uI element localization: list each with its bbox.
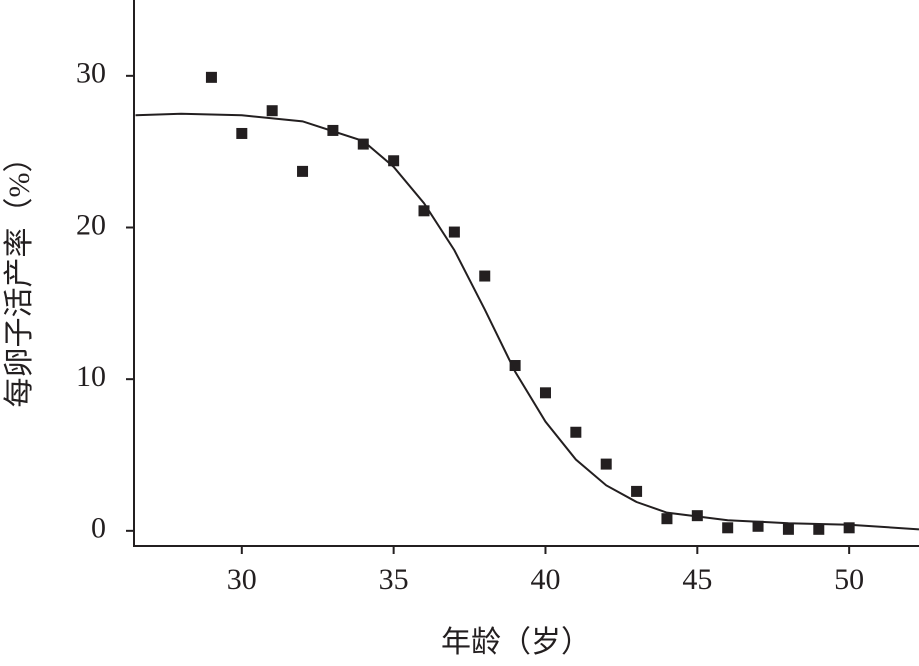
x-tick-label: 30	[227, 563, 257, 596]
data-point	[661, 513, 673, 525]
x-tick-label: 45	[682, 563, 712, 596]
data-point	[357, 138, 369, 150]
y-axis-label: 每卵子活产率（%）	[3, 143, 36, 408]
data-point	[722, 522, 734, 534]
fit-curve	[135, 112, 919, 531]
data-point	[631, 485, 643, 497]
data-point	[600, 458, 612, 470]
y-tick-label: 0	[91, 512, 106, 545]
y-tick-label: 30	[76, 57, 106, 90]
data-point	[752, 520, 764, 532]
data-point	[418, 205, 430, 217]
data-point	[266, 105, 278, 117]
x-tick-label: 40	[530, 563, 560, 596]
data-point	[509, 360, 521, 372]
data-point	[539, 387, 551, 399]
data-point	[813, 523, 825, 535]
data-point	[297, 165, 309, 177]
data-point	[782, 523, 794, 535]
data-point	[448, 226, 460, 238]
data-point	[479, 270, 491, 282]
data-point	[388, 155, 400, 167]
data-point	[205, 71, 217, 83]
x-axis-label: 年龄（岁）	[441, 626, 591, 659]
y-tick-label: 10	[76, 360, 106, 393]
x-tick-label: 50	[834, 563, 864, 596]
data-point	[236, 127, 248, 139]
data-point	[570, 426, 582, 438]
y-tick-label: 20	[76, 208, 106, 241]
data-point	[843, 522, 855, 534]
x-tick-label: 35	[379, 563, 409, 596]
